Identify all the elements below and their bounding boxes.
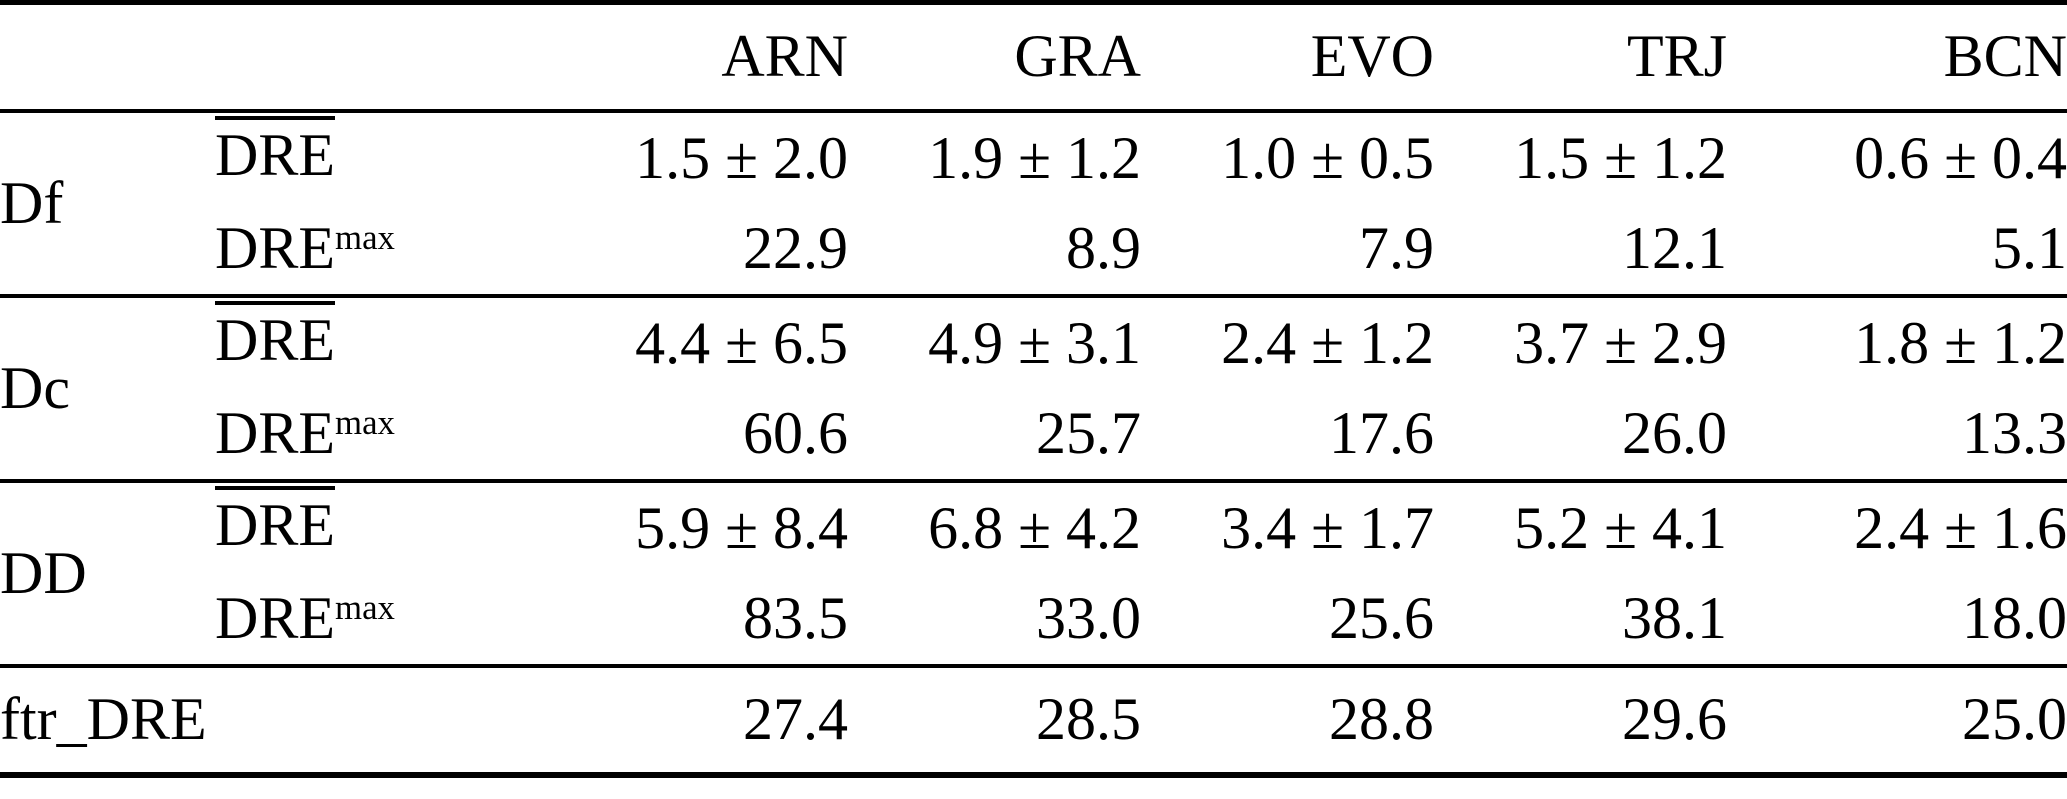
table-row: DREmax 22.9 8.9 7.9 12.1 5.1 xyxy=(0,203,2067,298)
value-cell: 17.6 xyxy=(1141,388,1434,483)
value-cell: 13.3 xyxy=(1727,388,2067,483)
value-cell: 12.1 xyxy=(1434,203,1727,298)
dre-mean-text: DRE xyxy=(215,116,335,185)
column-header-gra: GRA xyxy=(848,2,1141,113)
value-cell: 2.4 ± 1.6 xyxy=(1854,494,2067,561)
dre-mean-text: DRE xyxy=(215,486,335,555)
table-header-row: ARN GRA EVO TRJ BCN xyxy=(0,2,2067,113)
row-label-ftr-dre: ftr_DRE xyxy=(0,686,207,752)
value-cell: 1.5 ± 2.0 xyxy=(635,124,848,191)
metric-label-dre-mean: DRE xyxy=(215,481,545,574)
metric-label-dre-max: DREmax xyxy=(215,573,545,668)
value-cell: 1.8 ± 1.2 xyxy=(1854,309,2067,376)
column-header-trj: TRJ xyxy=(1434,2,1727,113)
value-cell: 25.7 xyxy=(848,388,1141,483)
table-row: DREmax 83.5 33.0 25.6 38.1 18.0 xyxy=(0,573,2067,668)
header-empty-group-cell xyxy=(0,2,215,113)
value-cell: 0.6 ± 0.4 xyxy=(1854,124,2067,191)
dre-max-text: DRE xyxy=(215,215,335,281)
value-cell: 33.0 xyxy=(848,573,1141,668)
table-row: Df DRE 1.5 ± 2.0 1.9 ± 1.2 1.0 ± 0.5 1.5… xyxy=(0,110,2067,298)
value-cell: 2.4 ± 1.2 xyxy=(1221,309,1434,376)
value-cell: 1.5 ± 1.2 xyxy=(1514,124,1727,191)
column-header-arn: ARN xyxy=(545,2,848,113)
value-cell: 60.6 xyxy=(545,388,848,483)
metric-label-dre-mean: DRE xyxy=(215,111,545,204)
value-cell: 25.6 xyxy=(1141,573,1434,668)
table-footer-row: ftr_DRE 27.4 28.5 28.8 29.6 25.0 xyxy=(0,666,2067,775)
dre-mean-text: DRE xyxy=(215,301,335,370)
dre-max-superscript: max xyxy=(335,217,395,257)
footer-empty-metric-cell xyxy=(215,666,545,775)
dre-max-text: DRE xyxy=(215,400,335,466)
row-group-label-dc: Dc xyxy=(0,295,215,483)
value-cell: 25.0 xyxy=(1962,686,2067,752)
value-cell: 22.9 xyxy=(545,203,848,298)
metric-label-dre-mean: DRE xyxy=(215,296,545,389)
metric-label-dre-max: DREmax xyxy=(215,388,545,483)
value-cell: 8.9 xyxy=(848,203,1141,298)
table-row: Dc DRE 4.4 ± 6.5 4.9 ± 3.1 2.4 ± 1.2 3.7… xyxy=(0,295,2067,483)
value-cell: 29.6 xyxy=(1622,686,1727,752)
table-row: DD DRE 5.9 ± 8.4 6.8 ± 4.2 3.4 ± 1.7 5.2… xyxy=(0,480,2067,668)
value-cell: 3.4 ± 1.7 xyxy=(1221,494,1434,561)
value-cell: 18.0 xyxy=(1727,573,2067,668)
value-cell: 28.8 xyxy=(1329,686,1434,752)
table-row: DREmax 60.6 25.7 17.6 26.0 13.3 xyxy=(0,388,2067,483)
value-cell: 27.4 xyxy=(743,686,848,752)
metric-label-dre-max: DREmax xyxy=(215,203,545,298)
value-cell: 5.2 ± 4.1 xyxy=(1514,494,1727,561)
dre-max-superscript: max xyxy=(335,402,395,442)
row-group-label-df: Df xyxy=(0,110,215,298)
results-table: ARN GRA EVO TRJ BCN Df DRE 1.5 ± 2.0 1.9… xyxy=(0,0,2067,778)
value-cell: 4.4 ± 6.5 xyxy=(635,309,848,376)
value-cell: 83.5 xyxy=(545,573,848,668)
value-cell: 1.0 ± 0.5 xyxy=(1221,124,1434,191)
column-header-evo: EVO xyxy=(1141,2,1434,113)
value-cell: 6.8 ± 4.2 xyxy=(928,494,1141,561)
value-cell: 5.1 xyxy=(1727,203,2067,298)
value-cell: 3.7 ± 2.9 xyxy=(1514,309,1727,376)
value-cell: 5.9 ± 8.4 xyxy=(635,494,848,561)
header-empty-metric-cell xyxy=(215,2,545,113)
value-cell: 4.9 ± 3.1 xyxy=(928,309,1141,376)
value-cell: 28.5 xyxy=(1036,686,1141,752)
value-cell: 26.0 xyxy=(1434,388,1727,483)
value-cell: 1.9 ± 1.2 xyxy=(928,124,1141,191)
column-header-bcn: BCN xyxy=(1727,2,2067,113)
dre-max-text: DRE xyxy=(215,585,335,651)
value-cell: 7.9 xyxy=(1141,203,1434,298)
dre-max-superscript: max xyxy=(335,587,395,627)
row-group-label-dd: DD xyxy=(0,480,215,668)
value-cell: 38.1 xyxy=(1434,573,1727,668)
